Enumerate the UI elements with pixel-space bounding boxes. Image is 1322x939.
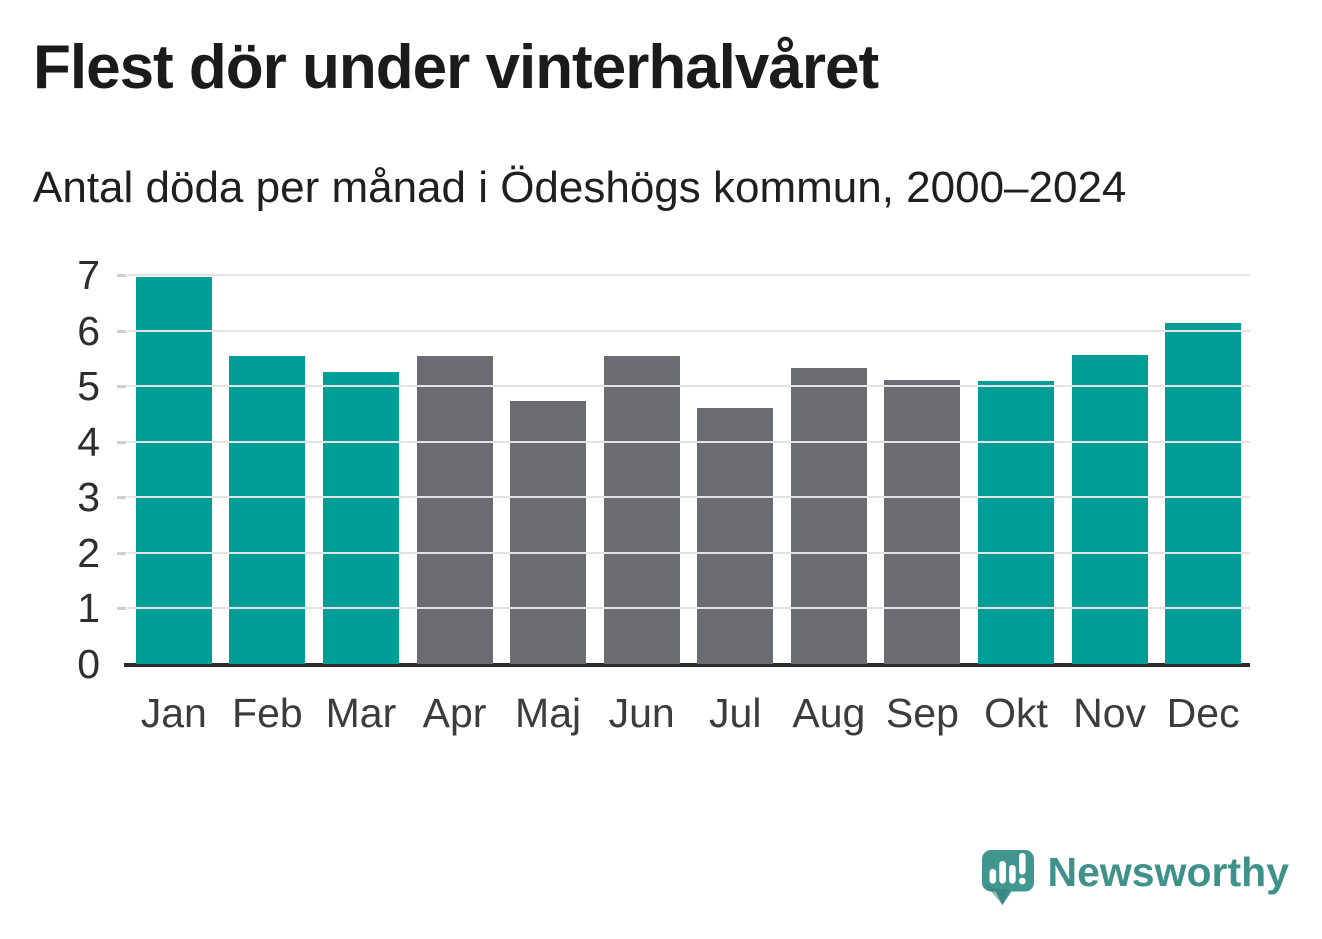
bar-slot-maj: Maj [501,275,595,736]
bar-slot-mar: Mar [314,275,408,736]
chart-subtitle: Antal döda per månad i Ödeshögs kommun, … [33,163,1127,212]
gridline-y5 [127,385,1250,388]
bar-aug [790,367,867,664]
gridline-y2 [127,551,1250,554]
y-tick-7 [117,274,126,277]
y-tick-3 [117,496,126,500]
bar-dec [1165,322,1242,664]
x-tick-label-apr: Apr [422,690,487,736]
y-tick-label-4: 4 [77,418,100,465]
y-tick-label-2: 2 [77,529,100,576]
x-tick-label-aug: Aug [792,690,866,736]
y-tick-label-6: 6 [77,307,100,354]
x-tick-label-jan: Jan [140,690,207,736]
y-tick-2 [117,551,126,555]
bar-slot-feb: Feb [221,275,315,736]
gridline-y3 [127,496,1250,499]
x-tick-label-nov: Nov [1073,690,1147,736]
bar-sep [884,380,961,664]
x-tick-label-jul: Jul [709,690,762,736]
y-tick-label-5: 5 [77,363,100,410]
y-tick-label-3: 3 [77,474,100,521]
x-tick-label-mar: Mar [325,690,397,736]
bar-maj [510,400,587,664]
bar-apr [416,355,493,664]
gridline-y6 [127,329,1250,332]
gridline-y4 [127,440,1250,443]
x-tick-label-okt: Okt [984,690,1048,736]
gridline-y7 [127,274,1250,276]
y-tick-label-0: 0 [77,641,100,687]
newsworthy-logo-text: Newsworthy [1047,849,1290,895]
bar-slot-jul: Jul [688,275,782,736]
bar-slot-jun: Jun [595,275,689,736]
x-tick-label-maj: Maj [515,690,582,736]
newsworthy-logo-icon [981,850,1034,905]
bar-nov [1071,355,1148,664]
bar-slot-aug: Aug [782,275,876,736]
y-tick-label-7: 7 [77,252,100,298]
y-tick-6 [117,329,126,333]
x-tick-label-feb: Feb [232,690,303,736]
bar-mar [322,371,399,664]
y-tick-1 [117,607,126,611]
y-tick-4 [117,440,126,444]
bar-jun [603,355,680,664]
bar-slot-sep: Sep [876,275,970,736]
bar-jan [135,276,212,664]
x-tick-label-jun: Jun [608,690,675,736]
bar-slot-dec: Dec [1156,275,1250,736]
x-axis-line [124,663,1250,667]
x-tick-label-sep: Sep [885,690,959,736]
x-tick-label-dec: Dec [1166,690,1240,736]
y-tick-label-1: 1 [77,585,100,632]
bars-container: Jan Feb Mar Apr Maj Jun Jul Aug Sep Okt Nov Dec [127,275,1250,736]
gridline-y1 [127,607,1250,610]
y-tick-5 [117,385,126,389]
bar-slot-okt: Okt [969,275,1063,736]
bar-slot-jan: Jan [127,275,221,736]
newsworthy-logo: Newsworthy [981,849,1290,906]
bar-slot-apr: Apr [408,275,502,736]
bar-jul [697,407,774,664]
bar-feb [229,355,306,664]
chart-title: Flest dör under vinterhalvåret [33,33,879,102]
bar-okt [977,380,1054,664]
bar-slot-nov: Nov [1063,275,1157,736]
